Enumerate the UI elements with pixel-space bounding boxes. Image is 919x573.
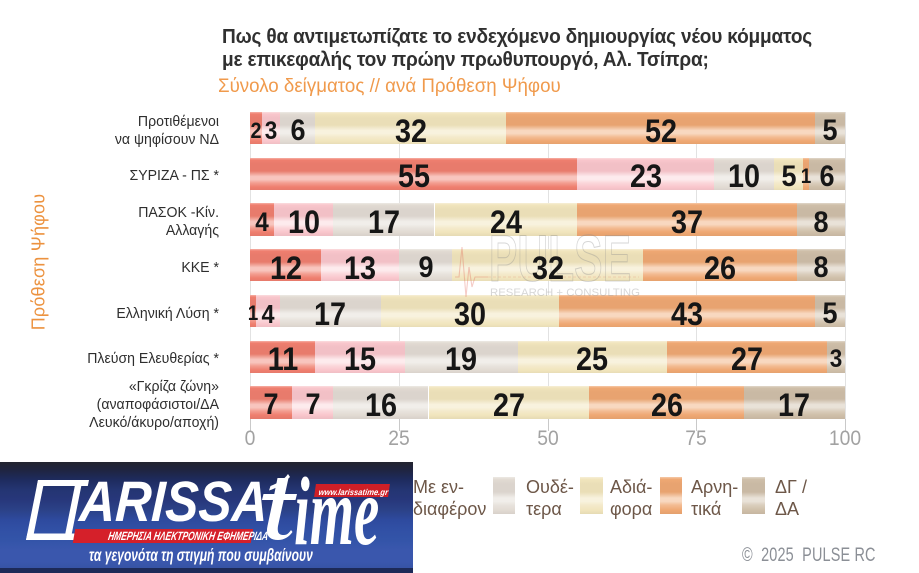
svg-text:RESEARCH + CONSULTING: RESEARCH + CONSULTING (490, 287, 640, 299)
svg-text:PULSE: PULSE (489, 225, 631, 295)
